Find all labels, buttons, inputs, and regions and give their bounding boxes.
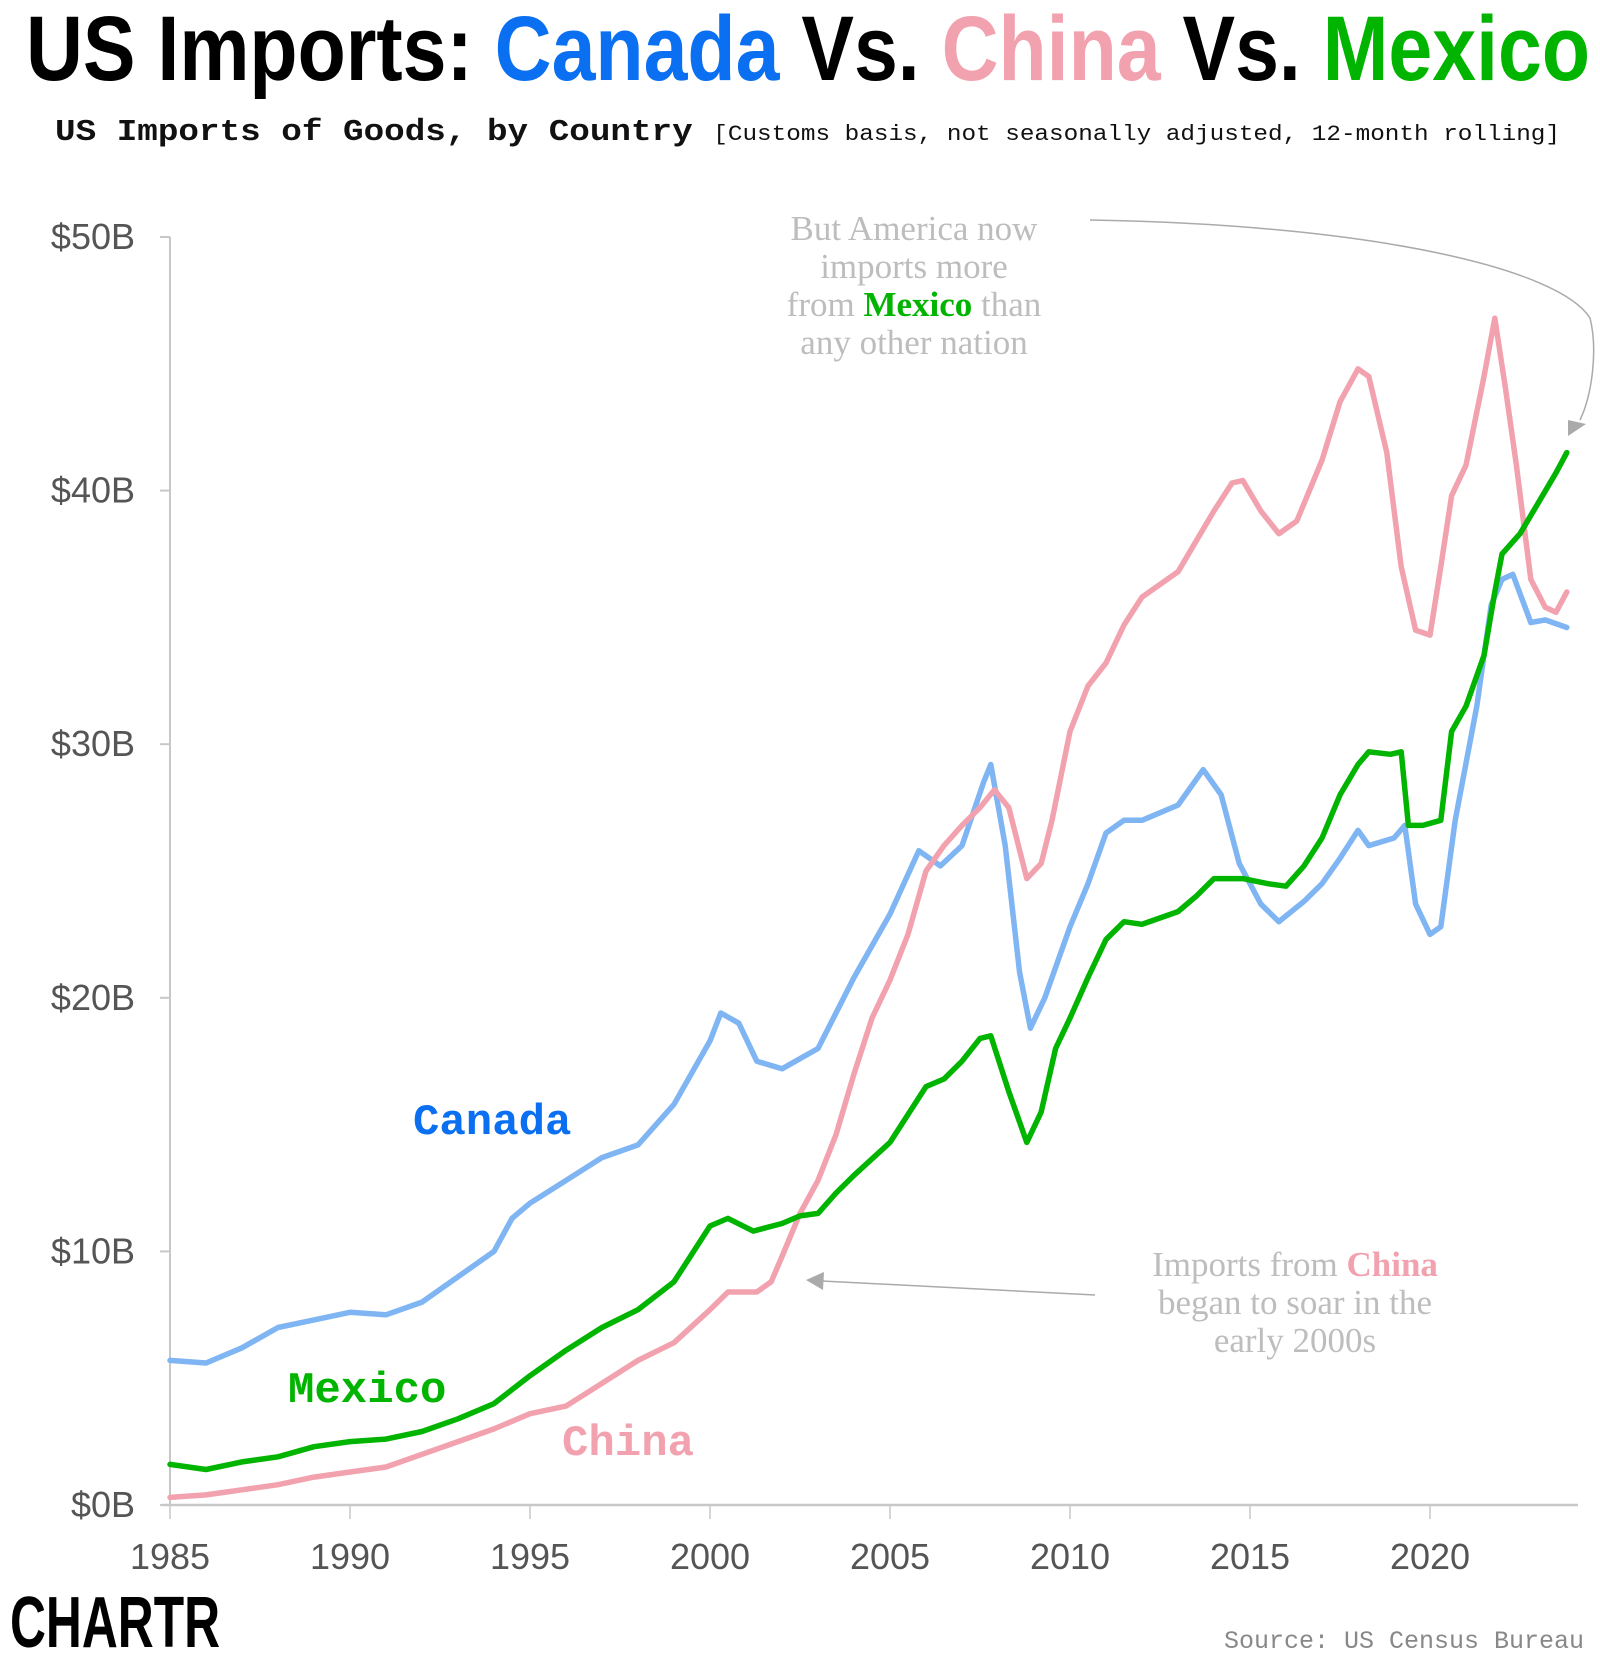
subtitle: US Imports of Goods, by Country [Customs… bbox=[55, 115, 1560, 150]
title-china: China bbox=[942, 0, 1162, 100]
annotation-mexico-line1: But America now bbox=[791, 209, 1039, 248]
title-mexico: Mexico bbox=[1323, 0, 1590, 100]
annotation-china-arrowhead bbox=[806, 1272, 824, 1290]
x-tick-label: 1985 bbox=[130, 1536, 210, 1577]
series-label-china: China bbox=[562, 1419, 694, 1469]
y-tick-label: $20B bbox=[51, 977, 135, 1018]
x-tick-label: 2020 bbox=[1390, 1536, 1470, 1577]
annotation-mexico-arrowhead bbox=[1568, 420, 1586, 436]
title-vs-2: Vs. bbox=[1161, 0, 1323, 100]
subtitle-note: [Customs basis, not seasonally adjusted,… bbox=[713, 122, 1560, 147]
y-tick-label: $40B bbox=[51, 470, 135, 511]
series-label-mexico: Mexico bbox=[288, 1366, 446, 1416]
title-canada: Canada bbox=[495, 0, 780, 100]
y-tick-label: $0B bbox=[71, 1484, 135, 1525]
y-tick-label: $50B bbox=[51, 216, 135, 257]
chartr-logo: CHARTR bbox=[10, 1583, 220, 1660]
annotation-china-line3: early 2000s bbox=[1214, 1321, 1376, 1360]
source-note: Source: US Census Bureau bbox=[1224, 1627, 1584, 1656]
annotation-china-line1: Imports from China bbox=[1152, 1245, 1438, 1284]
x-tick-label: 1995 bbox=[490, 1536, 570, 1577]
series-label-canada: Canada bbox=[413, 1098, 571, 1148]
annotation-mexico-line2: imports more bbox=[820, 247, 1008, 286]
annotation-mexico-line4: any other nation bbox=[800, 323, 1027, 362]
annotation-mexico: But America now imports more from Mexico… bbox=[787, 209, 1042, 362]
series-lines bbox=[167, 315, 1570, 1501]
chart-title: US Imports: Canada Vs. China Vs. Mexico bbox=[26, 0, 1590, 100]
y-tick-label: $10B bbox=[51, 1230, 135, 1271]
series-line-china bbox=[167, 315, 1570, 1501]
subtitle-main: US Imports of Goods, by Country bbox=[55, 115, 713, 150]
axes: $0B $10B $20B $30B $40B $50B 1985 1990 1995 2000 2… bbox=[51, 216, 1578, 1577]
series-line-mexico bbox=[167, 449, 1570, 1473]
series-line-canada bbox=[167, 571, 1570, 1366]
annotation-mexico-arrow bbox=[1089, 219, 1595, 421]
title-prefix: US Imports: bbox=[26, 0, 495, 100]
x-tick-label: 2000 bbox=[670, 1536, 750, 1577]
annotation-china: Imports from China began to soar in the … bbox=[1152, 1245, 1438, 1360]
x-tick-label: 2005 bbox=[850, 1536, 930, 1577]
x-tick-label: 2010 bbox=[1030, 1536, 1110, 1577]
annotation-mexico-line3: from Mexico than bbox=[787, 285, 1042, 324]
annotation-china-line2: began to soar in the bbox=[1158, 1283, 1432, 1322]
annotation-china-arrow bbox=[821, 1280, 1096, 1296]
x-tick-label: 2015 bbox=[1210, 1536, 1290, 1577]
y-tick-label: $30B bbox=[51, 723, 135, 764]
title-vs-1: Vs. bbox=[779, 0, 941, 100]
x-tick-label: 1990 bbox=[310, 1536, 390, 1577]
